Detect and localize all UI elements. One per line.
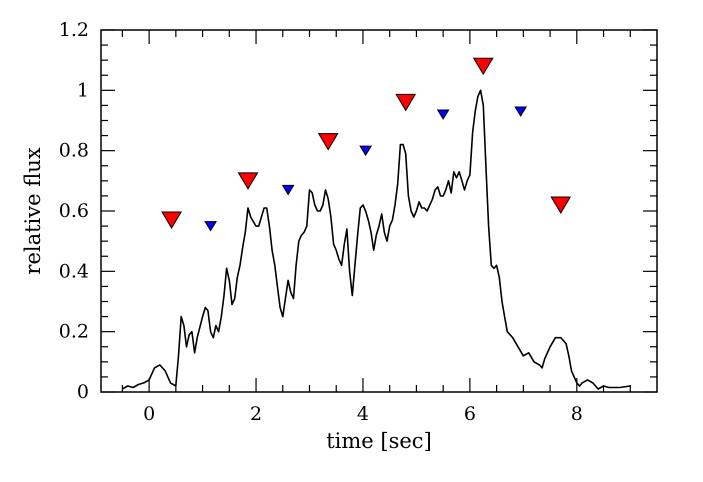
x-axis-title: time [sec]	[326, 429, 432, 453]
flux-series-line	[122, 89, 631, 390]
blue-triangle-marker	[204, 221, 217, 232]
blue-triangle-marker	[359, 145, 373, 157]
blue-triangle-marker	[281, 184, 295, 196]
red-triangle-marker	[237, 172, 259, 190]
red-triangle-marker	[472, 57, 494, 76]
red-triangle-marker	[550, 196, 572, 214]
y-tick-label: 0.8	[59, 140, 89, 162]
y-tick-label: 1	[77, 79, 89, 101]
y-tick-label: 0.6	[59, 200, 89, 222]
red-triangle-marker	[395, 93, 417, 112]
y-tick-label: 0.4	[59, 260, 89, 282]
x-tick-label: 4	[357, 403, 369, 425]
axis-ticks	[101, 29, 657, 393]
y-axis-title: relative flux	[21, 147, 45, 274]
y-tick-label: 1.2	[59, 19, 89, 41]
x-tick-label: 8	[571, 403, 583, 425]
y-tick-label: 0	[77, 381, 89, 403]
x-tick-label: 2	[250, 403, 262, 425]
blue-triangle-marker	[514, 106, 528, 117]
triangle-markers	[161, 57, 572, 232]
x-tick-label: 0	[143, 403, 155, 425]
x-tick-label: 6	[464, 403, 476, 425]
red-triangle-marker	[317, 133, 339, 151]
y-tick-label: 0.2	[59, 321, 89, 343]
plot-frame	[100, 29, 658, 393]
blue-triangle-marker	[436, 109, 450, 120]
red-triangle-marker	[161, 211, 182, 230]
tick-labels: 0 2 4 6 8 0 0.2 0.4 0.6 0.8 1 1.2	[59, 19, 583, 425]
